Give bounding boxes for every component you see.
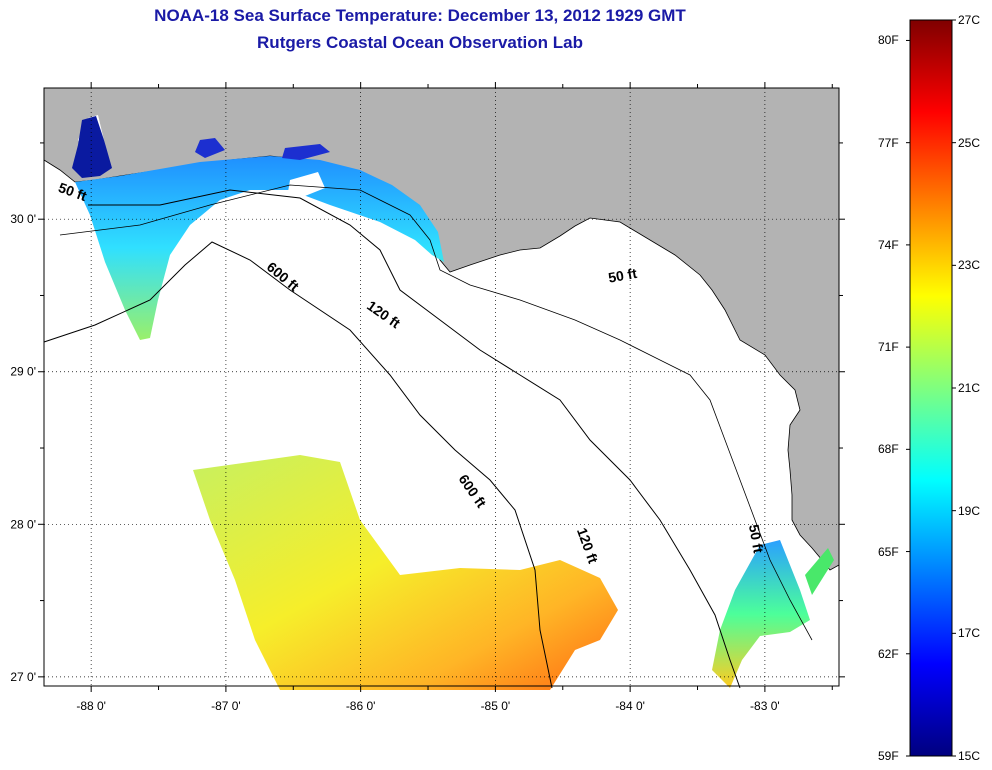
colorbar-label-celsius: 15C (958, 749, 981, 763)
sst-bay-patch-2 (195, 138, 225, 158)
colorbar-label-fahrenheit: 74F (878, 237, 899, 252)
lon-tick-label: -84 0' (615, 699, 645, 713)
map-title: NOAA-18 Sea Surface Temperature: Decembe… (154, 6, 686, 25)
map-frame (43, 87, 840, 687)
colorbar-label-celsius: 17C (958, 626, 981, 641)
isobath-600ft (43, 241, 553, 689)
sst-swath-south (193, 455, 618, 690)
lon-tick-label: -85 0' (481, 699, 511, 713)
colorbar (909, 19, 953, 757)
colorbar-label-fahrenheit: 59F (878, 749, 899, 763)
isobath-label: 50 ft (746, 523, 767, 554)
lat-tick-label: 30 0' (10, 212, 36, 226)
sst-swath-north (75, 156, 444, 340)
lon-tick-label: -87 0' (211, 699, 241, 713)
isobath-label: 50 ft (607, 265, 638, 286)
colorbar-label-celsius: 27C (958, 13, 981, 27)
isobath-50ft (59, 184, 813, 641)
isobath-120ft (88, 189, 741, 689)
cloud-gap (288, 172, 325, 196)
colorbar-label-fahrenheit: 65F (878, 544, 899, 559)
colorbar-label-celsius: 19C (958, 503, 981, 518)
colorbar-label-fahrenheit: 68F (878, 442, 899, 457)
sst-bay-patch (282, 144, 330, 160)
sst-mobile-bay (72, 116, 112, 178)
sst-swath-inner (805, 548, 834, 595)
colorbar-label-fahrenheit: 71F (878, 340, 899, 355)
colorbar-label-celsius: 25C (958, 135, 981, 150)
sst-swath-keys (712, 540, 810, 688)
colorbar-label-fahrenheit: 80F (878, 33, 899, 48)
lat-tick-label: 29 0' (10, 365, 36, 379)
colorbar-label-fahrenheit: 62F (878, 646, 899, 661)
colorbar-label-celsius: 23C (958, 258, 981, 273)
colorbar-label-celsius: 21C (958, 381, 981, 395)
lat-tick-label: 28 0' (10, 517, 36, 531)
lat-tick-label: 27 0' (10, 670, 36, 684)
lon-tick-label: -86 0' (346, 699, 376, 713)
lon-tick-label: -88 0' (76, 699, 106, 713)
lon-tick-label: -83 0' (750, 699, 780, 713)
colorbar-label-fahrenheit: 77F (878, 135, 899, 150)
map-subtitle: Rutgers Coastal Ocean Observation Lab (257, 33, 583, 52)
